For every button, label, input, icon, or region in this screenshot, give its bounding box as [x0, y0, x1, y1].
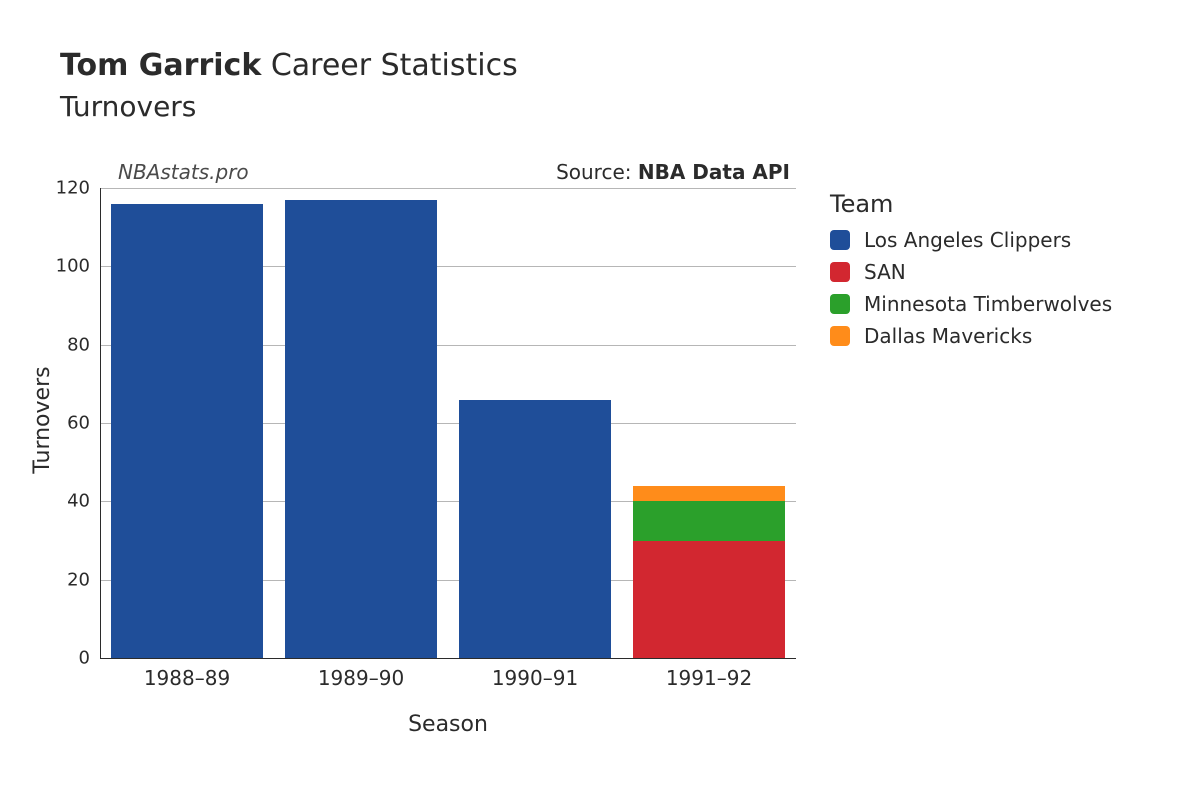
chart-container: Tom Garrick Career Statistics Turnovers … — [0, 0, 1200, 800]
x-axis-title: Season — [408, 712, 488, 737]
legend-swatch — [830, 262, 850, 282]
watermark: NBAstats.pro — [118, 160, 249, 184]
legend-label: Los Angeles Clippers — [864, 228, 1071, 252]
x-tick-label: 1988–89 — [144, 666, 230, 690]
legend-label: Minnesota Timberwolves — [864, 292, 1112, 316]
legend-swatch — [830, 230, 850, 250]
player-name: Tom Garrick — [60, 48, 261, 83]
chart-subtitle: Turnovers — [60, 90, 518, 123]
y-tick-label: 120 — [56, 178, 90, 199]
legend-item: Minnesota Timberwolves — [830, 292, 1112, 316]
y-tick-label: 100 — [56, 256, 90, 277]
legend-title: Team — [830, 190, 1112, 218]
chart-title: Tom Garrick Career Statistics — [60, 48, 518, 84]
x-axis-line — [100, 658, 796, 659]
x-tick-label: 1989–90 — [318, 666, 404, 690]
bar-group — [633, 188, 784, 658]
legend-item: Los Angeles Clippers — [830, 228, 1112, 252]
bar-segment — [111, 204, 262, 658]
bar-segment — [633, 486, 784, 502]
y-tick-label: 0 — [79, 648, 90, 669]
source-name: NBA Data API — [638, 160, 790, 184]
legend-label: Dallas Mavericks — [864, 324, 1032, 348]
bar-group — [285, 188, 436, 658]
bar-group — [459, 188, 610, 658]
x-tick-label: 1991–92 — [666, 666, 752, 690]
y-tick-label: 60 — [67, 413, 90, 434]
y-axis-line — [100, 188, 101, 658]
source-attribution: Source: NBA Data API — [556, 160, 790, 184]
legend: Team Los Angeles Clippers SAN Minnesota Ti… — [830, 190, 1112, 356]
legend-swatch — [830, 294, 850, 314]
legend-label: SAN — [864, 260, 906, 284]
bar-segment — [633, 501, 784, 540]
title-block: Tom Garrick Career Statistics Turnovers — [60, 48, 518, 123]
legend-item: SAN — [830, 260, 1112, 284]
bar-group — [111, 188, 262, 658]
bar-segment — [285, 200, 436, 658]
source-prefix: Source: — [556, 160, 638, 184]
plot-area: 0204060801001201988–891989–901990–911991… — [100, 188, 796, 658]
y-tick-label: 80 — [67, 334, 90, 355]
y-axis-title: Turnovers — [30, 366, 55, 473]
legend-swatch — [830, 326, 850, 346]
bar-segment — [633, 541, 784, 659]
y-tick-label: 40 — [67, 491, 90, 512]
x-tick-label: 1990–91 — [492, 666, 578, 690]
title-suffix: Career Statistics — [261, 48, 517, 83]
legend-item: Dallas Mavericks — [830, 324, 1112, 348]
y-tick-label: 20 — [67, 569, 90, 590]
bar-segment — [459, 400, 610, 659]
